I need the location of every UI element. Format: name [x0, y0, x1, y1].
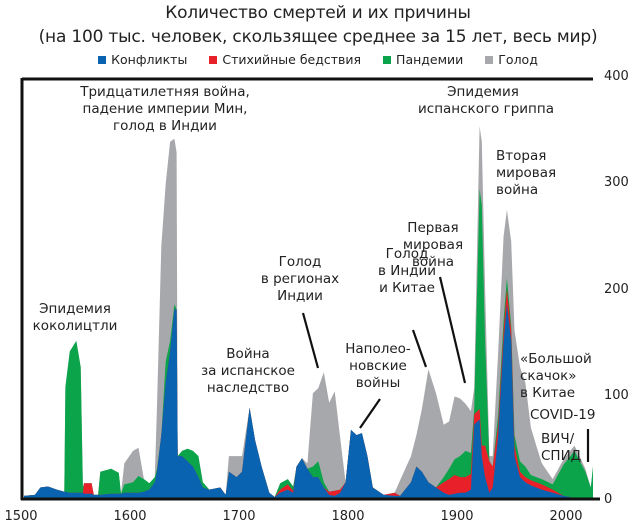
annotation-line: скачок»: [520, 368, 577, 384]
annotation-line: в Индии: [377, 263, 437, 279]
annotation-line: войны: [355, 375, 401, 391]
y-tick-label: 300: [604, 175, 629, 190]
annotation-india-famine: Голод в регионах Индии: [260, 254, 340, 305]
annotation-great-leap: «Большой скачок» в Китае: [520, 351, 592, 402]
annotation-india-china-famine: Голод в Индии и Китае: [372, 246, 442, 297]
annotation-line: наследство: [206, 380, 290, 396]
annotation-line: война: [496, 182, 539, 198]
x-tick-label: 1900: [440, 509, 474, 524]
y-tick-label: 200: [604, 282, 629, 297]
annotation-line: за испанское: [200, 363, 295, 379]
y-tick-label: 400: [604, 69, 629, 84]
annotation-line: падение империи Мин,: [82, 101, 248, 117]
annotation-line: в регионах: [260, 271, 340, 287]
legend-swatch: [485, 55, 494, 64]
legend-swatch: [383, 55, 392, 64]
y-tick-label: 100: [604, 388, 629, 403]
annotation-line: Голод: [278, 254, 322, 270]
legend-item-pandemics: Пандемии: [383, 52, 463, 67]
leader-india-china: [411, 329, 428, 368]
annotation-cocoliztli: Эпидемия коколицтли: [25, 301, 125, 335]
annotation-line: война: [411, 254, 455, 270]
annotation-line: Эпидемия: [39, 301, 111, 317]
legend-swatch: [209, 55, 218, 64]
leader-napoleonic: [359, 398, 381, 429]
chart-title: Количество смертей и их причины: [165, 3, 471, 23]
annotation-covid: COVID-19: [530, 407, 595, 424]
x-tick-label: 1700: [222, 509, 256, 524]
chart-subtitle: (на 100 тыс. человек, скользящее среднее…: [38, 27, 598, 47]
annotation-hiv: ВИЧ/ СПИД: [541, 431, 581, 465]
leader-ww1: [438, 276, 467, 384]
annotation-line: СПИД: [541, 448, 582, 464]
x-tick-label: 1600: [113, 509, 147, 524]
annotation-napoleonic-wars: Наполео- новские войны: [340, 341, 416, 392]
annotation-line: COVID-19: [530, 407, 596, 423]
legend-label: Стихийные бедствия: [222, 52, 362, 67]
annotation-line: новские: [349, 358, 407, 374]
legend-label: Конфликты: [111, 52, 188, 67]
legend-label: Голод: [498, 52, 538, 67]
legend-item-disasters: Стихийные бедствия: [209, 52, 361, 67]
annotation-line: голод в Индии: [113, 118, 217, 134]
legend-label: Пандемии: [396, 52, 464, 67]
legend-item-conflicts: Конфликты: [98, 52, 187, 67]
annotation-leader-lines: [301, 276, 590, 462]
annotation-spanish-flu: Эпидемия испанского гриппа: [418, 84, 554, 118]
annotation-ww2: Вторая мировая война: [496, 148, 556, 199]
annotation-line: в Китае: [520, 385, 576, 401]
annotation-line: Война: [226, 346, 270, 362]
leader-india-famine: [301, 312, 320, 369]
annotation-line: Тридцатилетняя война,: [80, 84, 250, 100]
annotation-line: мировая: [496, 165, 557, 181]
annotation-line: коколицтли: [32, 318, 118, 334]
annotation-line: ВИЧ/: [541, 431, 575, 447]
annotation-line: и Китае: [379, 280, 435, 296]
legend-item-famine: Голод: [485, 52, 538, 67]
annotation-line: Первая: [407, 220, 459, 236]
annotation-line: Наполео-: [345, 341, 411, 357]
annotation-line: испанского гриппа: [418, 101, 554, 117]
annotation-ww1: Первая мировая война: [398, 220, 468, 271]
annotation-line: Эпидемия: [447, 84, 519, 100]
annotation-thirty-years-war: Тридцатилетняя война, падение империи Ми…: [75, 84, 255, 135]
x-tick-label: 2000: [549, 509, 583, 524]
annotation-line: Вторая: [496, 148, 547, 164]
annotation-line: мировая: [402, 237, 464, 253]
legend: Конфликты Стихийные бедствия Пандемии Го…: [0, 52, 636, 67]
plot-frame: [20, 77, 600, 501]
legend-swatch: [98, 55, 107, 64]
annotation-line: Голод: [385, 246, 429, 262]
y-tick-label: 0: [604, 492, 613, 507]
x-tick-label: 1800: [331, 509, 365, 524]
annotation-spanish-succession: Война за испанское наследство: [198, 346, 298, 397]
annotation-line: «Большой: [520, 351, 592, 367]
annotation-line: Индии: [277, 288, 323, 304]
area-conflicts: [24, 304, 593, 498]
x-tick-label: 1500: [4, 509, 38, 524]
